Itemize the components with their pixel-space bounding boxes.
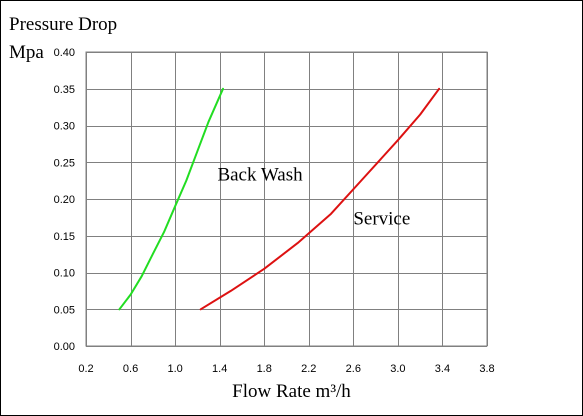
- y-tick-label: 0.15: [54, 231, 75, 243]
- x-tick-label: 3.0: [390, 363, 405, 375]
- y-tick-label: 0.40: [54, 47, 75, 59]
- annotations: Back Wash Service: [217, 165, 410, 230]
- x-tick-label: 1.4: [212, 363, 227, 375]
- x-tick-label: 2.2: [301, 363, 316, 375]
- series-line-service: [199, 87, 441, 311]
- x-axis-title: Flow Rate m³/h: [232, 381, 351, 402]
- y-axis-title-line-1: Pressure Drop: [9, 14, 118, 35]
- series-lines: [118, 87, 441, 311]
- x-tick-label: 1.8: [257, 363, 272, 375]
- y-tick-label: 0.35: [54, 84, 75, 96]
- y-tick-label: 0.00: [54, 341, 75, 353]
- x-tick-label: 3.8: [479, 363, 494, 375]
- series-line-back-wash: [118, 87, 224, 311]
- x-tick-label: 3.4: [435, 363, 450, 375]
- y-axis-title-line-2: Mpa: [9, 42, 44, 63]
- annotation-back-wash: Back Wash: [217, 165, 303, 186]
- x-tick-label: 1.0: [167, 363, 182, 375]
- annotation-service: Service: [353, 209, 410, 230]
- y-tick-label: 0.30: [54, 121, 75, 133]
- y-tick-label: 0.25: [54, 157, 75, 169]
- x-tick-label: 0.6: [123, 363, 138, 375]
- y-tick-label: 0.05: [54, 304, 75, 316]
- y-tick-label: 0.20: [54, 194, 75, 206]
- x-tick-label: 2.6: [346, 363, 361, 375]
- tick-labels: 0.2 0.6 1.0 1.4 1.8 2.2 2.6 3.0 3.4 3.8 0.00 0.05 0.…: [54, 47, 495, 375]
- grid-lines: [85, 51, 488, 347]
- y-tick-label: 0.10: [54, 268, 75, 280]
- x-tick-label: 0.2: [78, 363, 93, 375]
